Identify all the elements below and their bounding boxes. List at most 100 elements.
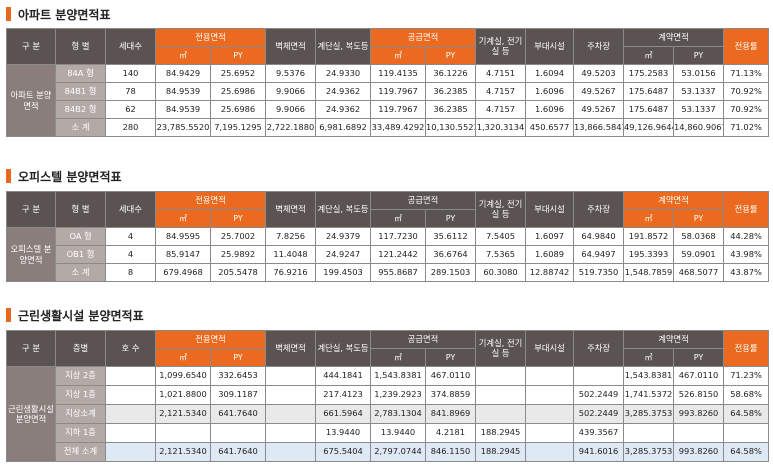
table-cell: 13.9440 xyxy=(315,423,372,443)
row-type: 소 계 xyxy=(55,263,106,282)
header-parking: 주차장 xyxy=(573,191,625,228)
title-bar-icon xyxy=(6,169,11,183)
table-cell: 7.8256 xyxy=(265,227,317,246)
table-cell: 4 xyxy=(105,227,156,246)
table-row: OB1 형 4 85.9147 25.9892 11.4048 24.9247 121.24… xyxy=(7,245,770,264)
header-wall-area: 벽체면적 xyxy=(265,28,317,65)
table-cell: 1.6089 xyxy=(525,245,575,264)
header-py: PY xyxy=(425,46,477,65)
table-cell: 24.9247 xyxy=(315,245,372,264)
apt-section-title: 아파트 분양면적표 xyxy=(6,6,111,22)
header-facility: 부대시설 xyxy=(525,28,575,65)
table-cell xyxy=(525,404,575,424)
table-cell: 49.5267 xyxy=(573,100,625,119)
header-py: PY xyxy=(425,348,477,367)
table-cell: 993.8260 xyxy=(673,404,725,424)
table-cell: 60.3080 xyxy=(475,263,527,282)
table-row: 84B2 형 62 84.9539 25.6986 9.9066 24.9362 119.7… xyxy=(7,100,770,119)
table-cell xyxy=(155,423,211,443)
table-cell xyxy=(105,442,156,462)
table-cell: 35.6112 xyxy=(425,227,477,246)
header-units: 호 수 xyxy=(105,330,156,367)
table-cell xyxy=(475,366,527,386)
table-cell: 955.8687 xyxy=(370,263,427,282)
table-cell: 25.6952 xyxy=(209,64,267,83)
header-machine-room: 기계실, 전기실 등 xyxy=(475,191,527,228)
row-type: 지하 1층 xyxy=(55,423,106,443)
header-exclusive-area: 전용면적 xyxy=(154,330,267,349)
table-row: 소 계 8 679.4968 205.5478 76.9216 199.4503 955.8… xyxy=(7,263,770,282)
group-label: 오피스텔 분양면적 xyxy=(6,227,56,282)
table-cell: 43.98% xyxy=(723,245,770,264)
table-cell: 1.6096 xyxy=(525,82,575,101)
table-cell: 332.6453 xyxy=(209,366,267,386)
table-cell: 4.7157 xyxy=(475,82,527,101)
table-cell: 9.9066 xyxy=(265,100,317,119)
off-section-title: 오피스텔 분양면적표 xyxy=(6,168,122,184)
header-py: PY xyxy=(425,209,477,228)
header-units: 세대수 xyxy=(105,28,156,65)
table-cell: 85.9147 xyxy=(155,245,211,264)
table-cell: 526.8150 xyxy=(673,385,725,405)
table-cell xyxy=(105,404,156,424)
table-cell: 1,320.3134 xyxy=(475,118,527,137)
table-cell: 467.0110 xyxy=(673,366,725,386)
header-m2: ㎡ xyxy=(155,209,211,228)
table-cell: 1,543.8381 xyxy=(370,366,427,386)
header-facility: 부대시설 xyxy=(525,330,575,367)
table-cell xyxy=(525,366,575,386)
table-row: 지상소계 2,121.5340 641.7640 661.5964 2,783.1304… xyxy=(7,404,770,424)
table-cell: 450.6577 xyxy=(525,118,575,137)
table-cell: 14,860.9067 xyxy=(673,118,725,137)
row-type: 84B1 형 xyxy=(55,82,106,101)
row-type: OB1 형 xyxy=(55,245,106,264)
table-cell: 62 xyxy=(105,100,156,119)
header-m2: ㎡ xyxy=(370,46,427,65)
row-type: 전체 소계 xyxy=(55,442,106,462)
table-cell: 70.92% xyxy=(723,100,770,119)
table-cell: 841.8969 xyxy=(425,404,477,424)
header-m2: ㎡ xyxy=(623,46,675,65)
table-cell: 121.2442 xyxy=(370,245,427,264)
header-wall-area: 벽체면적 xyxy=(265,191,317,228)
table-cell: 188.2945 xyxy=(475,423,527,443)
table-cell xyxy=(105,385,156,405)
table-cell: 191.8572 xyxy=(623,227,675,246)
table-cell: 53.0156 xyxy=(673,64,725,83)
table-cell xyxy=(723,423,770,443)
table-cell: 1.6094 xyxy=(525,64,575,83)
table-cell: 1,548.7859 xyxy=(623,263,675,282)
table-cell: 59.0901 xyxy=(673,245,725,264)
table-cell: 3,285.3753 xyxy=(623,442,675,462)
table-cell: 36.6764 xyxy=(425,245,477,264)
table-cell: 1.6097 xyxy=(525,227,575,246)
header-py: PY xyxy=(209,348,267,367)
table-cell xyxy=(105,423,156,443)
table-cell: 195.3393 xyxy=(623,245,675,264)
header-supply-area: 공급면적 xyxy=(370,191,477,210)
table-cell xyxy=(265,423,317,443)
header-supply-area: 공급면적 xyxy=(370,28,477,47)
table-cell: 7.5405 xyxy=(475,227,527,246)
table-cell: 23,785.5520 xyxy=(155,118,211,137)
table-cell: 71.02% xyxy=(723,118,770,137)
table-cell: 24.9330 xyxy=(315,64,372,83)
table-cell: 468.5077 xyxy=(673,263,725,282)
header-ratio: 전용률 xyxy=(723,191,770,228)
title-bar-icon xyxy=(6,7,11,21)
table-cell: 71.13% xyxy=(723,64,770,83)
table-cell: 175.6487 xyxy=(623,82,675,101)
header-contract-area: 계약면적 xyxy=(623,191,725,210)
row-type: 지상 1층 xyxy=(55,385,106,405)
table-cell: 7,195.1295 xyxy=(209,118,267,137)
table-cell: 43.87% xyxy=(723,263,770,282)
header-stair-area: 계단실, 복도등 xyxy=(315,28,372,65)
table-cell: 76.9216 xyxy=(265,263,317,282)
header-type: 형 별 xyxy=(55,191,106,228)
table-cell: 64.9497 xyxy=(573,245,625,264)
table-cell: 217.4123 xyxy=(315,385,372,405)
com-section-title: 근린생활시설 분양면적표 xyxy=(6,307,144,323)
header-stair-area: 계단실, 복도등 xyxy=(315,191,372,228)
table-cell: 444.1841 xyxy=(315,366,372,386)
